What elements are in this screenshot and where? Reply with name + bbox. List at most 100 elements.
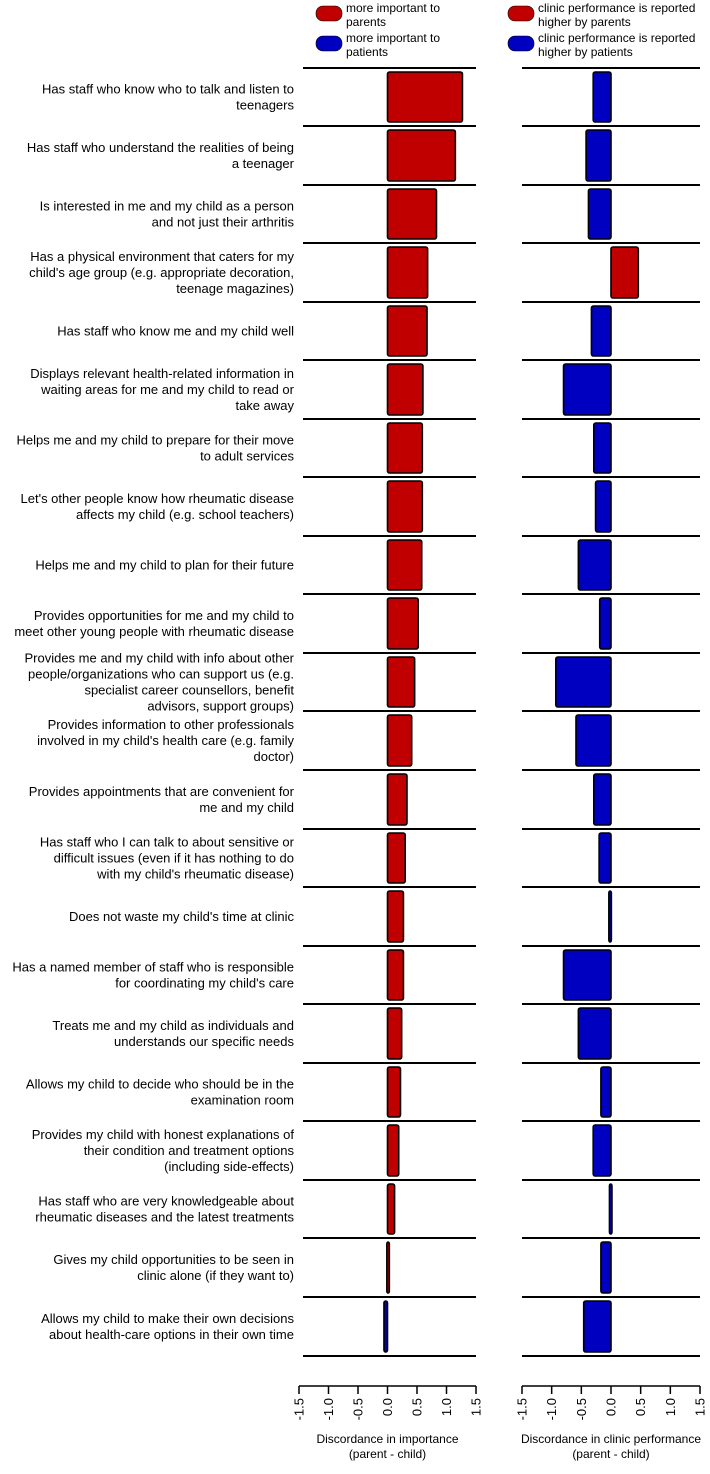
bar-panel1-2 [386,188,438,240]
category-label-10-line0: Provides me and my child with info about… [24,651,294,666]
x-tick-label-panel1-4: 0.5 [410,1398,425,1416]
category-label-5-line0: Displays relevant health-related informa… [30,366,294,381]
category-label-3-line2: teenage magazines) [176,281,294,296]
bar-panel2-16 [577,1007,612,1060]
category-label-11-line0: Provides information to other profession… [48,717,295,732]
bar-panel1-13 [386,832,407,884]
bar-panel2-5 [562,363,612,416]
category-label-9-line1: meet other young people with rheumatic d… [14,624,294,639]
category-label-13-line2: with my child's rheumatic disease) [96,867,294,882]
legend-swatch-right-0 [507,5,535,22]
category-label-2-line1: and not just their arthritis [152,215,295,230]
bar-panel1-9 [386,597,419,650]
legend-text-right-1-line1: clinic performance is reported [538,31,695,45]
legend-text-right-0-line1: clinic performance is reported [538,1,695,15]
x-axis-title-panel2-line2: (parent - child) [572,1447,649,1461]
category-label-10-line1: people/organizations who can support us … [28,667,294,682]
bar-panel2-13 [598,832,612,884]
category-label-4-line0: Has staff who know me and my child well [57,324,294,339]
category-label-11-line1: involved in my child's health care (e.g.… [37,733,294,748]
legend-text-left-0-line1: more important to [346,1,440,15]
x-tick-label-panel2-1: -1.0 [544,1398,559,1420]
x-tick-label-panel2-4: 0.5 [633,1398,648,1416]
axes: -1.5 -1.0 -0.5 0.0 0.5 1.0 1.5 Discordance in i… [292,1385,708,1461]
category-label-6-line1: to adult services [200,449,294,464]
bar-panel2-20 [600,1241,612,1294]
category-label-17-line0: Allows my child to decide who should be … [26,1077,294,1092]
bar-panel1-19 [386,1183,396,1235]
x-tick-label-panel2-6: 1.5 [693,1398,708,1416]
category-label-6-line0: Helps me and my child to prepare for the… [17,433,294,448]
x-tick-label-panel1-5: 1.0 [439,1398,454,1416]
bar-panel1-5 [386,363,424,416]
bar-panel1-14 [386,890,405,943]
bar-panel1-4 [386,305,428,357]
bar-panel2-21 [582,1300,612,1353]
bar-panel2-0 [592,71,612,123]
bar-panel2-15 [562,949,612,1001]
bar-panel1-11 [386,714,413,767]
bar-panel2-2 [587,188,612,240]
bar-panel2-3 [610,246,640,299]
legend-text-left-1-line1: more important to [346,31,440,45]
category-label-2-line0: Is interested in me and my child as a pe… [40,199,294,214]
bar-panel2-14 [608,890,613,943]
bar-panel2-6 [592,422,612,474]
category-label-12-line1: me and my child [199,800,294,815]
x-tick-label-panel1-1: -1.0 [321,1398,336,1420]
x-tick-label-panel1-2: -0.5 [351,1398,366,1420]
category-label-17-line1: examination room [191,1093,294,1108]
bar-panel2-1 [585,129,612,182]
bar-panel2-8 [577,539,612,591]
bar-panel2-7 [594,480,612,533]
category-label-15-line1: for coordinating my child's care [115,976,294,991]
bar-panel1-7 [386,480,424,533]
x-axis-title-panel1-line2: (parent - child) [349,1447,426,1461]
x-tick-label-panel2-0: -1.5 [515,1398,530,1420]
category-labels: Has staff who know who to talk and liste… [12,82,294,1343]
x-tick-label-panel1-6: 1.5 [469,1398,484,1416]
x-tick-label-panel2-3: 0.0 [604,1398,619,1416]
bar-panel1-18 [386,1124,400,1177]
legend-text-right-0-line2: higher by parents [538,15,631,29]
bar-panel1-12 [386,773,408,826]
category-label-19-line0: Has staff who are very knowledgeable abo… [38,1194,294,1209]
bar-panel2-4 [590,305,612,357]
bar-panel2-18 [592,1124,612,1177]
legend-swatch-left-0 [315,5,343,22]
panels [303,67,700,1357]
category-label-18-line1: their condition and treatment options [84,1143,295,1158]
category-label-10-line2: specialist career counsellors, benefit [84,683,294,698]
bar-panel2-19 [608,1183,613,1235]
legend-text-left-0-line2: parents [346,15,386,29]
category-label-20-line1: clinic alone (if they want to) [137,1268,294,1283]
x-tick-label-panel2-5: 1.0 [663,1398,678,1416]
bar-panel1-10 [386,656,416,708]
bar-panel1-20 [386,1241,391,1294]
bar-panel2-9 [598,597,612,650]
bar-panel2-12 [592,773,612,826]
category-label-0-line0: Has staff who know who to talk and liste… [42,82,294,97]
category-label-5-line1: waiting areas for me and my child to rea… [40,382,295,397]
category-label-0-line1: teenagers [236,98,294,113]
category-label-7-line1: affects my child (e.g. school teachers) [76,507,294,522]
category-label-1-line0: Has staff who understand the realities o… [27,140,294,155]
category-label-15-line0: Has a named member of staff who is respo… [12,960,294,975]
x-tick-label-panel2-2: -0.5 [574,1398,589,1420]
category-label-13-line1: difficult issues (even if it has nothing… [54,851,294,866]
legend-swatch-right-1 [507,35,535,52]
legend-text-right-1-line2: higher by patients [538,45,633,59]
category-label-11-line2: doctor) [254,749,294,764]
x-tick-label-panel1-0: -1.5 [292,1398,307,1420]
category-label-12-line0: Provides appointments that are convenien… [29,784,295,799]
category-label-13-line0: Has staff who I can talk to about sensit… [40,835,295,850]
category-label-18-line0: Provides my child with honest explanatio… [32,1127,295,1142]
bar-panel1-8 [386,539,423,591]
category-label-18-line2: (including side-effects) [164,1159,294,1174]
category-label-9-line0: Provides opportunities for me and my chi… [34,608,294,623]
x-axis-title-panel1-line1: Discordance in importance [316,1432,458,1446]
bar-panel1-1 [386,129,457,182]
bar-panel1-21 [383,1300,389,1353]
bar-panel1-16 [386,1007,403,1060]
